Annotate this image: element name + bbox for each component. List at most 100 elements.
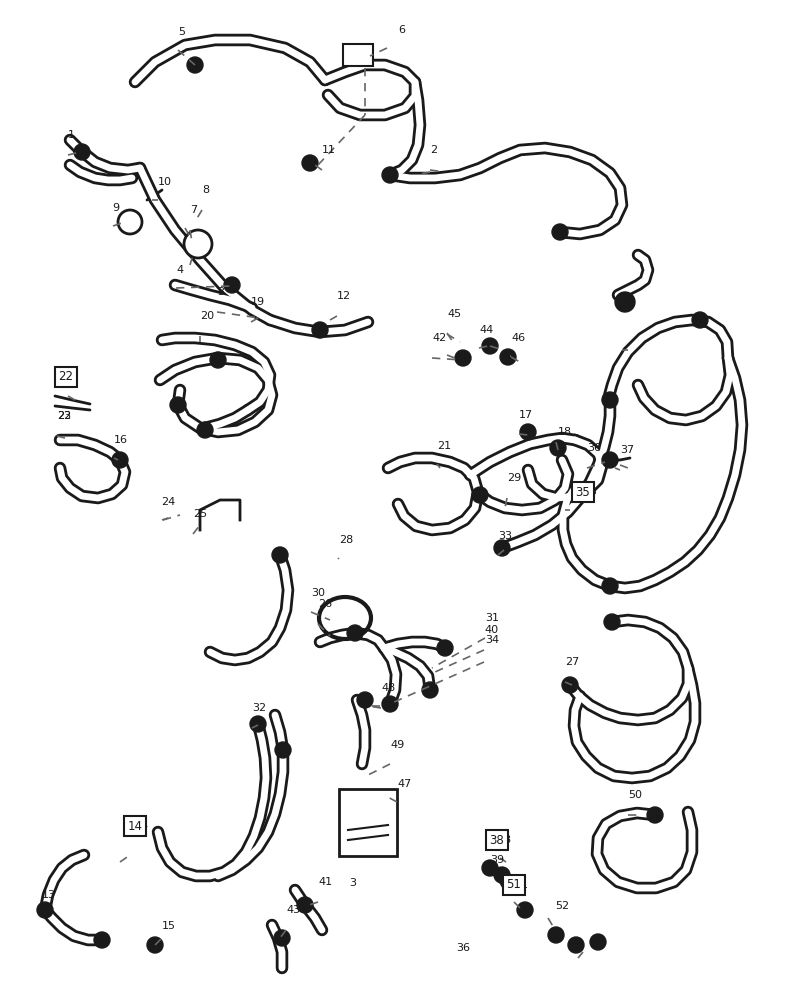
- Circle shape: [604, 614, 620, 630]
- Text: 14: 14: [128, 820, 142, 832]
- Circle shape: [357, 692, 373, 708]
- Text: 15: 15: [162, 921, 176, 931]
- Text: 7: 7: [190, 205, 197, 215]
- Text: 6: 6: [398, 25, 405, 35]
- Circle shape: [302, 155, 318, 171]
- Circle shape: [37, 902, 53, 918]
- Text: 18: 18: [558, 427, 572, 437]
- Text: 51: 51: [514, 880, 528, 890]
- Text: 14: 14: [135, 821, 149, 831]
- Circle shape: [382, 167, 398, 183]
- Text: 39: 39: [490, 855, 504, 865]
- Circle shape: [472, 487, 488, 503]
- Circle shape: [224, 277, 240, 293]
- Circle shape: [437, 640, 453, 656]
- Text: 27: 27: [565, 657, 579, 667]
- Text: 37: 37: [620, 445, 634, 455]
- Text: 12: 12: [337, 291, 351, 301]
- Text: 42: 42: [432, 333, 446, 343]
- Text: 49: 49: [390, 740, 404, 750]
- Circle shape: [112, 452, 128, 468]
- Text: 5: 5: [178, 27, 185, 37]
- Circle shape: [482, 860, 498, 876]
- Text: 36: 36: [587, 443, 601, 453]
- Text: 47: 47: [397, 779, 411, 789]
- Circle shape: [184, 230, 212, 258]
- Text: 35: 35: [575, 486, 591, 498]
- Circle shape: [494, 540, 510, 556]
- Text: 4: 4: [176, 265, 183, 275]
- Text: 3: 3: [349, 878, 356, 888]
- Circle shape: [520, 424, 536, 440]
- Text: 38: 38: [490, 834, 504, 846]
- Circle shape: [568, 937, 584, 953]
- Text: 8: 8: [202, 185, 209, 195]
- Text: 31: 31: [485, 613, 499, 623]
- Text: 25: 25: [193, 509, 207, 519]
- Text: 30: 30: [311, 588, 325, 598]
- FancyBboxPatch shape: [343, 44, 373, 66]
- Circle shape: [548, 927, 564, 943]
- Text: 24: 24: [161, 497, 175, 507]
- Text: 35: 35: [583, 487, 597, 497]
- Circle shape: [297, 897, 313, 913]
- Text: 11: 11: [322, 145, 336, 155]
- Circle shape: [250, 716, 266, 732]
- Circle shape: [455, 350, 471, 366]
- Text: 48: 48: [381, 683, 395, 693]
- Circle shape: [647, 807, 663, 823]
- Circle shape: [312, 322, 328, 338]
- Text: 23: 23: [57, 411, 71, 421]
- Text: 17: 17: [519, 410, 533, 420]
- Circle shape: [210, 352, 226, 368]
- Text: 36: 36: [456, 943, 470, 953]
- Circle shape: [494, 867, 510, 883]
- Text: 34: 34: [485, 635, 499, 645]
- Text: 43: 43: [286, 905, 300, 915]
- Circle shape: [197, 422, 213, 438]
- Circle shape: [382, 696, 398, 712]
- Text: 45: 45: [447, 309, 461, 319]
- Text: 41: 41: [318, 877, 332, 887]
- Text: 2: 2: [430, 145, 437, 155]
- Text: 32: 32: [252, 703, 266, 713]
- Text: 22: 22: [58, 370, 74, 383]
- Circle shape: [187, 57, 203, 73]
- Text: 20: 20: [200, 311, 214, 321]
- Circle shape: [147, 937, 163, 953]
- Text: 19: 19: [251, 297, 265, 307]
- Text: 33: 33: [498, 531, 512, 541]
- Text: 44: 44: [479, 325, 493, 335]
- Circle shape: [615, 292, 635, 312]
- Circle shape: [590, 934, 606, 950]
- Circle shape: [422, 682, 438, 698]
- Circle shape: [272, 547, 288, 563]
- Circle shape: [692, 312, 708, 328]
- FancyBboxPatch shape: [339, 789, 397, 856]
- Text: 46: 46: [511, 333, 525, 343]
- Circle shape: [94, 932, 110, 948]
- Text: 10: 10: [158, 177, 172, 187]
- Circle shape: [170, 397, 186, 413]
- Text: 1: 1: [68, 130, 75, 140]
- Circle shape: [74, 144, 90, 160]
- Text: 29: 29: [507, 473, 521, 483]
- Text: 52: 52: [555, 901, 569, 911]
- Circle shape: [602, 392, 618, 408]
- Text: 16: 16: [114, 435, 128, 445]
- Text: 3: 3: [217, 287, 224, 297]
- Circle shape: [118, 210, 142, 234]
- Text: 23: 23: [488, 839, 502, 849]
- Text: 26: 26: [318, 599, 332, 609]
- Circle shape: [275, 742, 291, 758]
- Circle shape: [562, 677, 578, 693]
- Text: 28: 28: [339, 535, 353, 545]
- Circle shape: [500, 349, 516, 365]
- Text: 13: 13: [42, 890, 56, 900]
- Text: 22: 22: [57, 411, 71, 421]
- Text: 21: 21: [437, 441, 451, 451]
- Text: 50: 50: [628, 790, 642, 800]
- Text: 40: 40: [484, 625, 498, 635]
- Circle shape: [517, 902, 533, 918]
- Circle shape: [482, 338, 498, 354]
